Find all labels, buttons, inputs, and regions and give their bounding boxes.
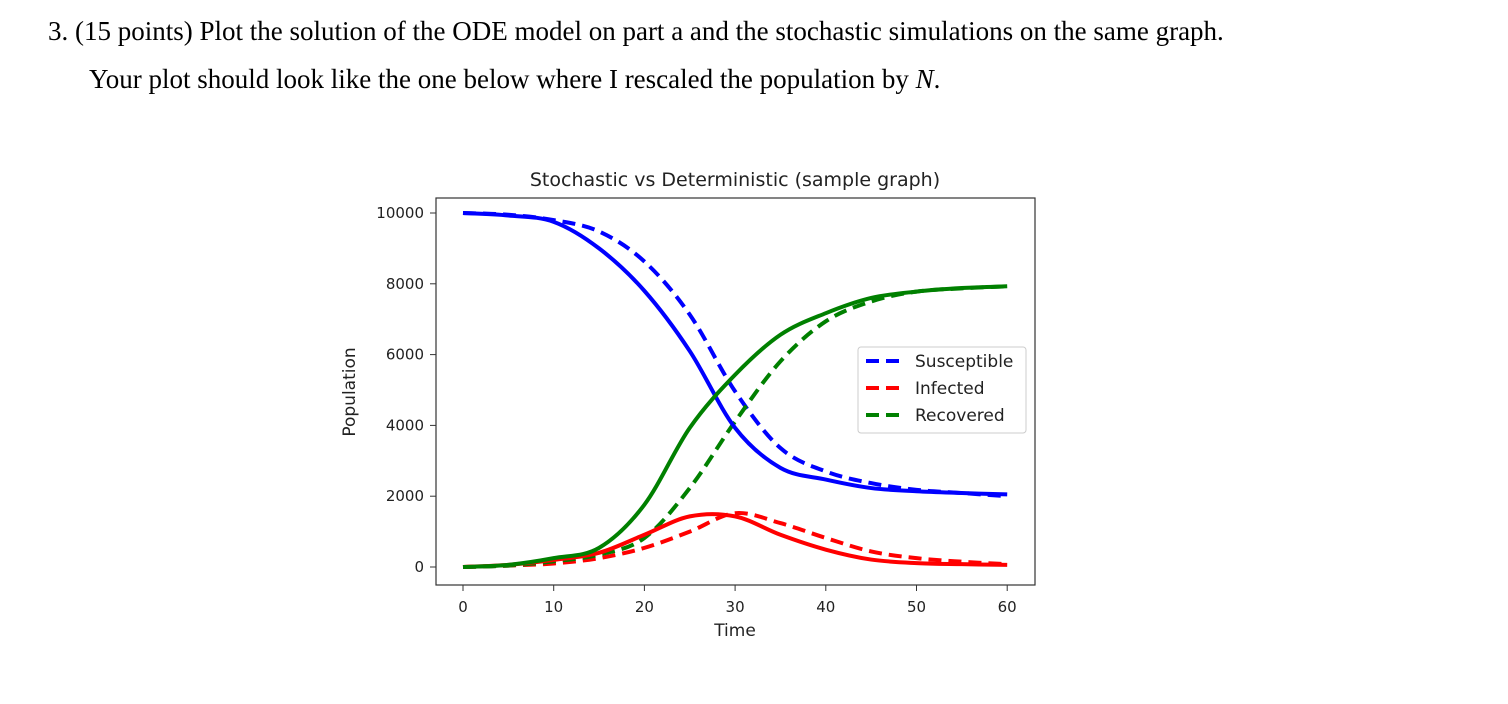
chart-title: Stochastic vs Deterministic (sample grap…: [530, 169, 940, 191]
x-tick-label: 30: [726, 598, 745, 616]
legend-box: [857, 346, 1027, 434]
susceptible-solid-line: [462, 211, 1008, 497]
y-tick-label: 8000: [386, 275, 424, 293]
y-tick-label: 10000: [376, 204, 424, 222]
infected-legend-label: Infected: [915, 379, 985, 399]
recovered-solid-line: [462, 284, 1008, 569]
y-tick-label: 6000: [386, 346, 424, 364]
x-tick-label: 50: [907, 598, 926, 616]
y-tick-label: 4000: [386, 416, 424, 434]
x-tick-label: 0: [458, 598, 468, 616]
x-tick-label: 10: [544, 598, 563, 616]
question-line-2-end: .: [933, 64, 941, 94]
question-line-2-text: Your plot should look like the one below…: [89, 64, 916, 94]
question-line-1: 3. (15 points) Plot the solution of the …: [48, 16, 1224, 46]
recovered-legend-label: Recovered: [915, 406, 1005, 426]
x-axis-label: Time: [713, 621, 756, 641]
legend: Susceptible Infected Recovered: [857, 346, 1027, 434]
y-tick-label: 0: [414, 558, 424, 576]
y-axis-label: Population: [340, 347, 360, 436]
x-tick-label: 20: [635, 598, 654, 616]
x-tick-label: 40: [816, 598, 835, 616]
susceptible-legend-label: Susceptible: [915, 352, 1013, 372]
x-tick-label: 60: [998, 598, 1017, 616]
variable-n: N: [915, 64, 934, 94]
question-line-2: Your plot should look like the one below…: [89, 64, 940, 95]
y-tick-label: 2000: [386, 487, 424, 505]
infected-dashed-line: [462, 511, 1008, 569]
